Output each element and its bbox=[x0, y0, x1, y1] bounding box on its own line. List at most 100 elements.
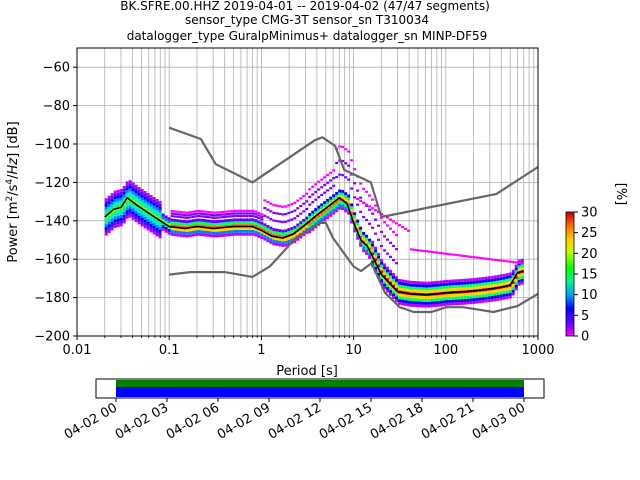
heatmap-cell bbox=[287, 211, 291, 215]
heatmap-cell bbox=[251, 227, 255, 230]
heatmap-cell bbox=[107, 224, 111, 228]
heatmap-cell bbox=[221, 228, 225, 232]
heatmap-cell bbox=[469, 286, 473, 290]
heatmap-cell bbox=[161, 216, 165, 220]
heatmap-cell bbox=[146, 198, 150, 202]
heatmap-cell bbox=[170, 227, 174, 231]
heatmap-cell bbox=[290, 229, 294, 233]
heatmap-cell bbox=[149, 197, 153, 201]
heatmap-cell bbox=[191, 227, 195, 231]
heatmap-cell bbox=[350, 212, 354, 215]
heatmap-cell bbox=[460, 281, 464, 285]
heatmap-cell bbox=[335, 203, 339, 207]
heatmap-cell bbox=[445, 297, 449, 300]
heatmap-cell bbox=[221, 222, 225, 226]
heatmap-cell bbox=[116, 195, 120, 199]
heatmap-cell bbox=[329, 187, 333, 190]
heatmap-cell bbox=[227, 233, 231, 237]
heatmap-cell bbox=[412, 286, 416, 290]
heatmap-cell bbox=[469, 292, 473, 296]
heatmap-cell bbox=[266, 233, 270, 237]
heatmap-cell bbox=[137, 187, 141, 190]
heatmap-cell bbox=[113, 193, 117, 197]
heatmap-cell bbox=[149, 203, 153, 207]
heatmap-cell bbox=[164, 229, 168, 233]
heatmap-cell bbox=[200, 212, 204, 215]
heatmap-cell bbox=[356, 228, 360, 232]
heatmap-cell bbox=[395, 287, 399, 291]
heatmap-cell bbox=[451, 282, 455, 286]
heatmap-cell bbox=[448, 279, 452, 283]
heatmap-cell bbox=[332, 211, 336, 215]
heatmap-cell bbox=[191, 222, 195, 226]
heatmap-cell bbox=[176, 230, 180, 234]
heatmap-cell bbox=[203, 210, 207, 213]
heatmap-cell bbox=[356, 236, 360, 240]
heatmap-cell bbox=[110, 204, 114, 208]
heatmap-cell bbox=[131, 202, 135, 206]
heatmap-cell bbox=[323, 209, 327, 213]
heatmap-cell bbox=[365, 190, 369, 193]
heatmap-cell bbox=[350, 203, 354, 207]
heatmap-cell bbox=[365, 203, 369, 206]
heatmap-cell bbox=[508, 260, 512, 263]
heatmap-cell bbox=[104, 229, 108, 233]
heatmap-cell bbox=[478, 297, 482, 301]
heatmap-cell bbox=[104, 224, 108, 228]
heatmap-cell bbox=[335, 191, 339, 195]
heatmap-cell bbox=[290, 227, 294, 230]
heatmap-cell bbox=[206, 219, 210, 223]
heatmap-cell bbox=[269, 202, 273, 205]
heatmap-cell bbox=[248, 224, 252, 228]
heatmap-cell bbox=[386, 286, 390, 290]
heatmap-cell bbox=[377, 210, 381, 214]
heatmap-cell bbox=[152, 199, 156, 203]
heatmap-cell bbox=[206, 213, 210, 216]
timeline-tick-label: 04-02 06 bbox=[164, 400, 222, 442]
heatmap-cell bbox=[350, 220, 354, 224]
heatmap-cell bbox=[248, 214, 252, 218]
heatmap-cell bbox=[149, 194, 153, 198]
heatmap-cell bbox=[445, 288, 449, 292]
heatmap-cell bbox=[329, 213, 333, 217]
heatmap-cell bbox=[218, 234, 222, 238]
heatmap-cell bbox=[359, 226, 363, 230]
heatmap-cell bbox=[442, 283, 446, 286]
heatmap-cell bbox=[287, 236, 291, 240]
heatmap-cell bbox=[227, 218, 231, 222]
heatmap-cell bbox=[188, 228, 192, 232]
heatmap-cell bbox=[308, 213, 312, 217]
heatmap-cell bbox=[383, 221, 387, 224]
heatmap-cell bbox=[326, 198, 330, 202]
heatmap-cell bbox=[329, 211, 333, 214]
x-tick-label: 1 bbox=[257, 343, 265, 358]
y-tick-label: −180 bbox=[34, 291, 70, 306]
heatmap-cell bbox=[287, 239, 291, 243]
heatmap-cell bbox=[209, 231, 213, 235]
heatmap-cell bbox=[296, 232, 300, 236]
heatmap-cell bbox=[272, 230, 276, 234]
heatmap-cell bbox=[418, 249, 422, 252]
heatmap-cell bbox=[335, 206, 339, 210]
heatmap-cell bbox=[110, 198, 114, 202]
heatmap-cell bbox=[272, 228, 276, 231]
heatmap-cell bbox=[128, 211, 132, 215]
heatmap-cell bbox=[266, 227, 270, 231]
heatmap-cell bbox=[128, 188, 132, 192]
heatmap-cell bbox=[206, 216, 210, 219]
heatmap-cell bbox=[281, 213, 285, 216]
heatmap-cell bbox=[140, 189, 144, 192]
timeline-tick-label: 04-02 15 bbox=[317, 400, 375, 442]
heatmap-cell bbox=[182, 222, 186, 226]
heatmap-cell bbox=[215, 231, 219, 235]
heatmap-cell bbox=[341, 207, 345, 211]
heatmap-cell bbox=[463, 298, 467, 302]
heatmap-cell bbox=[260, 221, 264, 225]
heatmap-cell bbox=[401, 282, 405, 286]
heatmap-cell bbox=[460, 293, 464, 297]
heatmap-cell bbox=[517, 268, 521, 272]
heatmap-cell bbox=[227, 212, 231, 216]
heatmap-cell bbox=[362, 234, 366, 238]
heatmap-cell bbox=[371, 226, 375, 229]
heatmap-cell bbox=[176, 219, 180, 223]
